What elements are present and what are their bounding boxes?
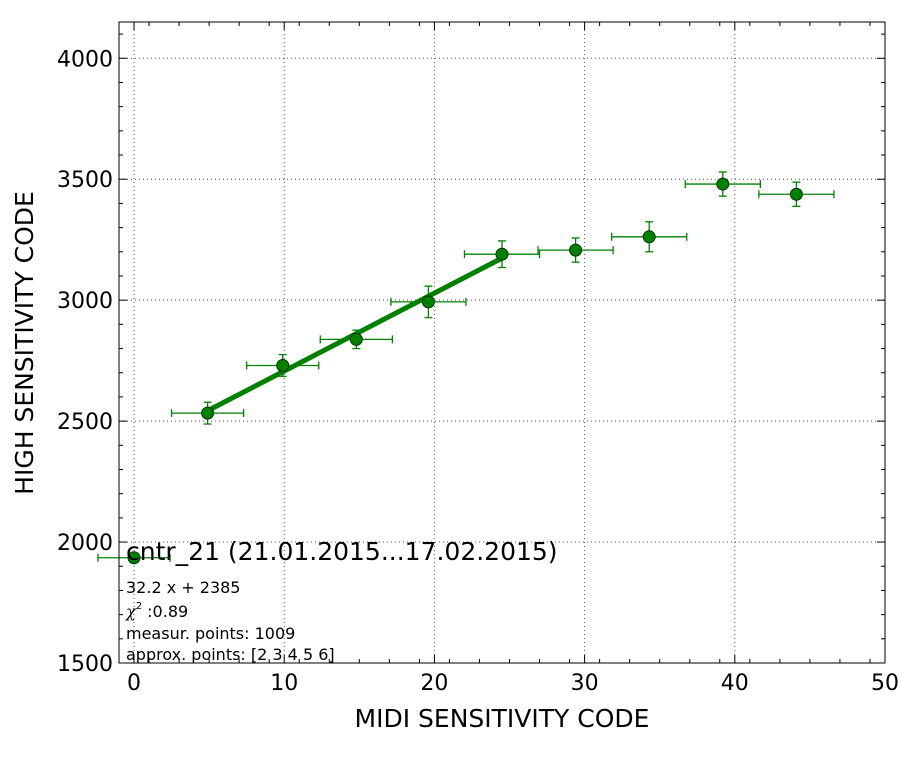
data-points: [97, 171, 835, 565]
data-point: [569, 243, 583, 257]
x-tick-label: 30: [571, 671, 599, 696]
data-point: [789, 187, 803, 201]
data-point-group: [97, 551, 171, 565]
x-tick-label: 20: [420, 671, 448, 696]
data-point: [276, 358, 290, 372]
data-point: [421, 295, 435, 309]
grid: [119, 22, 885, 663]
data-point-group: [610, 221, 688, 253]
y-axis-title: HIGH SENSITIVITY CODE: [10, 191, 39, 495]
major-ticks: [119, 22, 886, 664]
x-axis-title: MIDI SENSITIVITY CODE: [355, 704, 650, 733]
data-point-group: [246, 353, 320, 378]
data-point: [495, 247, 509, 261]
annotation-equation: 32.2 x + 2385: [126, 578, 240, 597]
data-point-group: [463, 240, 541, 269]
annotation-approx-points: approx. points: [2 3 4 5 6]: [126, 645, 335, 664]
y-tick-label: 2500: [57, 410, 113, 435]
annotation-title: cntr_21 (21.01.2015...17.02.2015): [126, 537, 558, 566]
x-tick-label: 0: [127, 671, 141, 696]
x-tick-label: 40: [721, 671, 749, 696]
x-tick-label: 10: [270, 671, 298, 696]
annotation-box: cntr_21 (21.01.2015...17.02.2015) 32.2 x…: [125, 537, 558, 664]
data-point: [642, 230, 656, 244]
data-point: [127, 551, 141, 565]
chi-value: :0.89: [142, 602, 188, 621]
y-tick-label: 4000: [57, 47, 113, 72]
minor-ticks: [118, 22, 885, 663]
data-point-group: [170, 401, 245, 425]
data-point-group: [758, 181, 835, 207]
annotation-measur-points: measur. points: 1009: [126, 624, 295, 643]
y-tick-label: 2000: [57, 531, 113, 556]
data-point: [201, 406, 215, 420]
chi-exponent: 2: [136, 601, 142, 612]
tick-labels: 0 10 20 30 40 50 1500 2000 2500 3000 3500 4000: [57, 47, 899, 696]
data-point-group: [684, 171, 761, 197]
data-point-group: [319, 329, 394, 350]
y-tick-label: 1500: [57, 652, 113, 677]
data-point-group: [390, 285, 467, 319]
chi-symbol: χ: [125, 602, 137, 621]
plot-frame: [118, 21, 886, 664]
y-tick-label: 3500: [57, 168, 113, 193]
data-point-group: [537, 237, 614, 263]
annotation-chi: χ2 :0.89: [125, 601, 188, 621]
data-point: [349, 332, 363, 346]
x-tick-label: 50: [871, 671, 899, 696]
data-point: [716, 177, 730, 191]
y-tick-label: 3000: [57, 289, 113, 314]
